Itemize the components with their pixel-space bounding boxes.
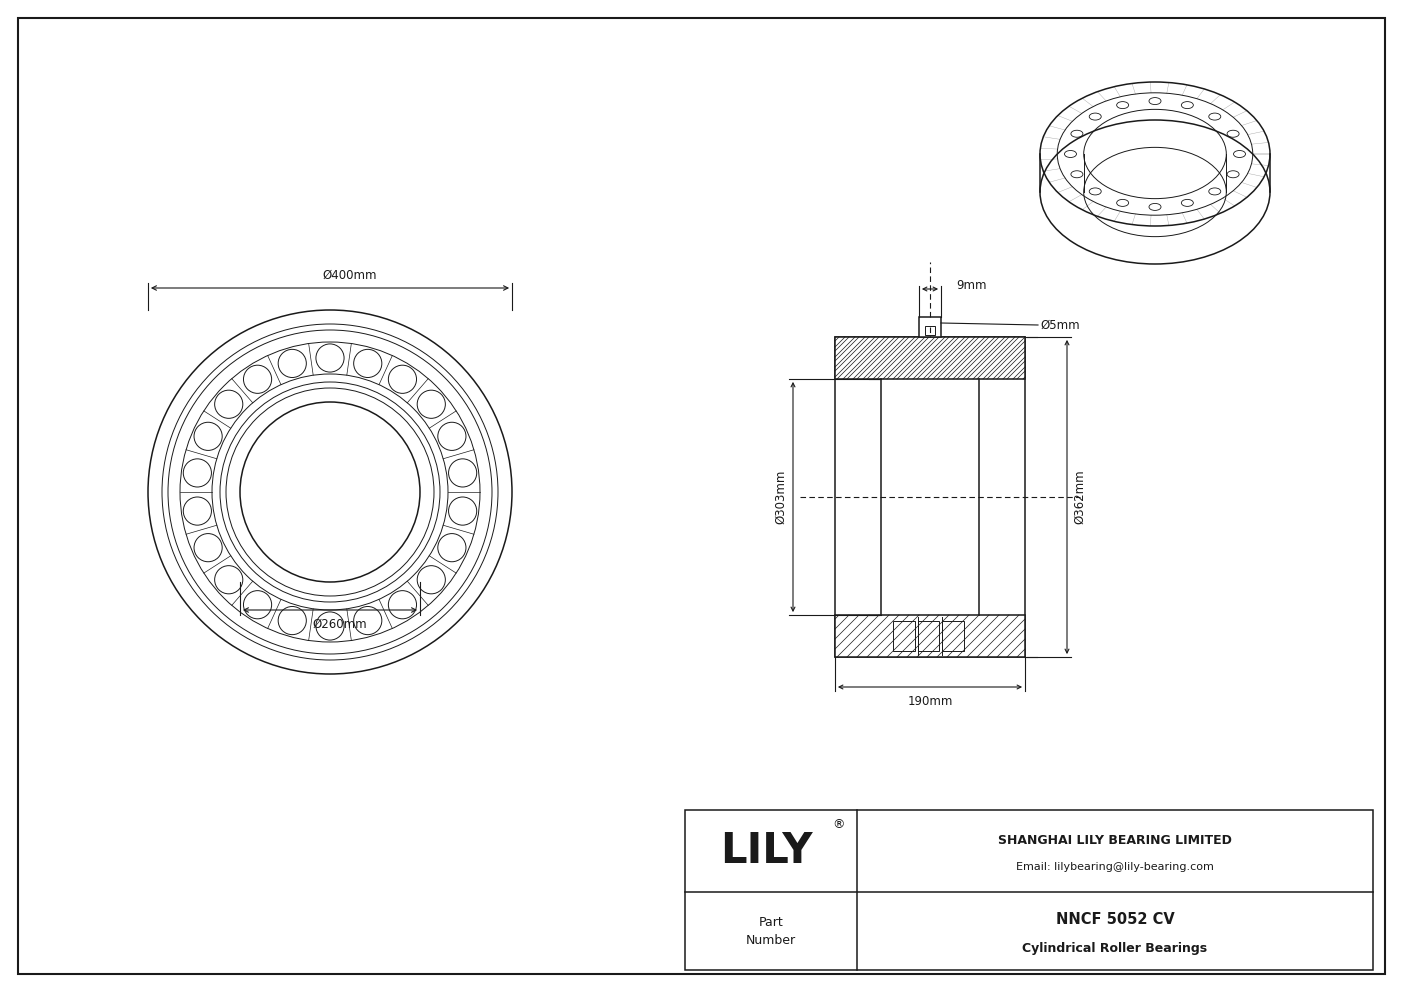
Bar <box>918 621 940 651</box>
Text: Ø260mm: Ø260mm <box>313 618 368 631</box>
Text: Ø303mm: Ø303mm <box>774 470 787 524</box>
Bar <box>835 337 1026 379</box>
Bar <box>835 337 1026 657</box>
Bar <box>943 621 964 651</box>
Text: ®: ® <box>833 818 845 831</box>
Text: SHANGHAI LILY BEARING LIMITED: SHANGHAI LILY BEARING LIMITED <box>998 834 1232 847</box>
Text: 9mm: 9mm <box>955 280 986 293</box>
Text: Cylindrical Roller Bearings: Cylindrical Roller Bearings <box>1023 941 1208 954</box>
Text: 190mm: 190mm <box>908 695 953 708</box>
Bar <box>685 810 1374 970</box>
Text: Email: lilybearing@lily-bearing.com: Email: lilybearing@lily-bearing.com <box>1016 862 1214 872</box>
Bar <box>835 615 1026 657</box>
Bar <box>925 326 934 335</box>
Bar <box>892 621 915 651</box>
Text: LILY: LILY <box>720 830 812 872</box>
Bar <box>919 317 941 337</box>
Text: Ø362mm: Ø362mm <box>1073 469 1086 525</box>
Text: NNCF 5052 CV: NNCF 5052 CV <box>1055 912 1174 927</box>
Text: Ø5mm: Ø5mm <box>1040 318 1080 331</box>
Text: Part
Number: Part Number <box>746 916 796 946</box>
Text: Ø400mm: Ø400mm <box>323 269 377 282</box>
